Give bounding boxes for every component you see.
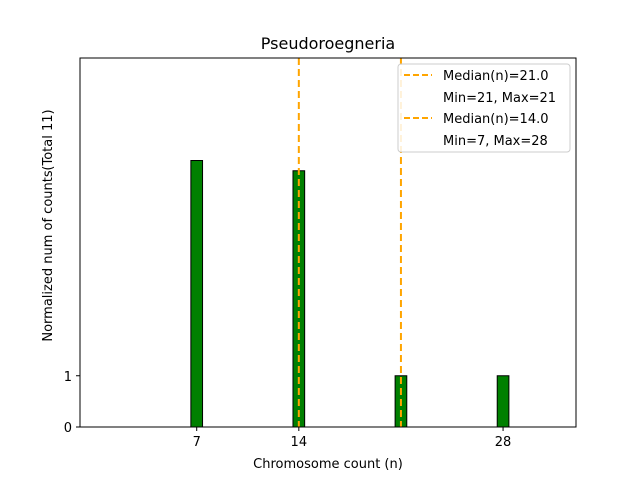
plot-frame: [79, 57, 577, 428]
x-tick-label-1: 14: [291, 435, 308, 450]
x-axis-label: Chromosome count (n): [253, 457, 403, 472]
chart-title: Pseudoroegneria: [261, 34, 395, 53]
legend-median-label-2: Median(n)=14.0: [443, 112, 549, 127]
x-axis-ticks: 7 14 28: [193, 427, 512, 450]
y-axis-ticks: 01: [64, 370, 80, 436]
y-tick-label-0: 0: [64, 421, 72, 436]
x-tick-label-0: 7: [193, 435, 201, 450]
legend-range-label-1: Min=21, Max=21: [443, 91, 556, 106]
bar-0: [190, 160, 204, 428]
x-tick-label-2: 28: [495, 435, 512, 450]
legend: Median(n)=21.0 Min=21, Max=21 Median(n)=…: [397, 63, 571, 153]
legend-range-label-2: Min=7, Max=28: [443, 134, 548, 149]
y-axis-label: Normalized num of counts: [41, 170, 56, 341]
legend-frame: [397, 63, 571, 153]
legend-median-label-1: Median(n)=21.0: [443, 69, 549, 84]
bar-3: [496, 375, 510, 428]
y-tick-label-1: 1: [64, 370, 72, 385]
y-axis-total-label: (Total 11): [41, 109, 56, 170]
